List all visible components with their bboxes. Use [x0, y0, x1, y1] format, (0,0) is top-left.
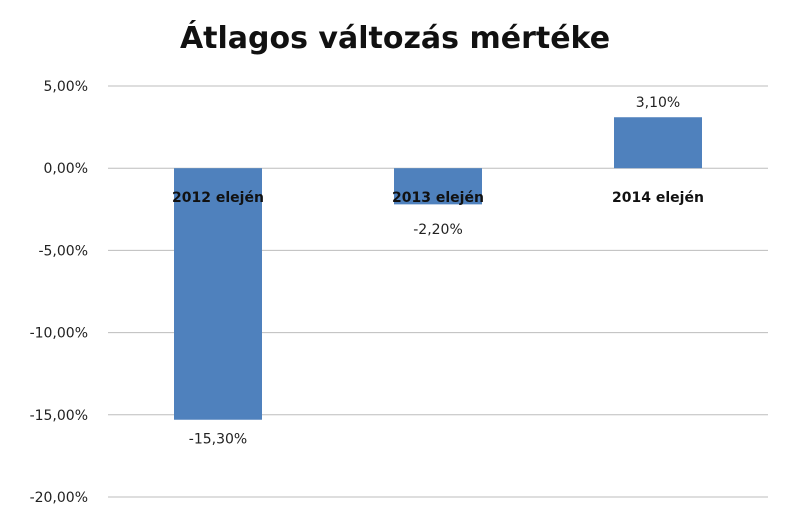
category-label: 2013 elején	[392, 190, 484, 206]
y-axis: 5,00% 0,00% -5,00% -10,00% -15,00% -20,00%	[30, 79, 88, 506]
category-labels: 2012 elején 2013 elején 2014 elején	[172, 190, 704, 206]
bar	[174, 168, 262, 420]
bar	[614, 117, 702, 169]
data-label: -2,20%	[413, 222, 463, 238]
data-label: 3,10%	[636, 95, 680, 111]
y-tick-label: 5,00%	[44, 79, 88, 95]
y-tick-label: -10,00%	[30, 326, 88, 342]
bar	[394, 168, 482, 205]
bars	[174, 117, 702, 420]
data-labels: -15,30% -2,20% 3,10%	[189, 95, 680, 447]
y-tick-label: -20,00%	[30, 490, 88, 506]
chart-title: Átlagos változás mértéke	[180, 20, 610, 56]
category-label: 2012 elején	[172, 190, 264, 206]
y-tick-label: -15,00%	[30, 408, 88, 424]
y-tick-label: 0,00%	[44, 161, 88, 177]
data-label: -15,30%	[189, 432, 247, 448]
y-tick-label: -5,00%	[38, 243, 88, 259]
category-label: 2014 elején	[612, 190, 704, 206]
